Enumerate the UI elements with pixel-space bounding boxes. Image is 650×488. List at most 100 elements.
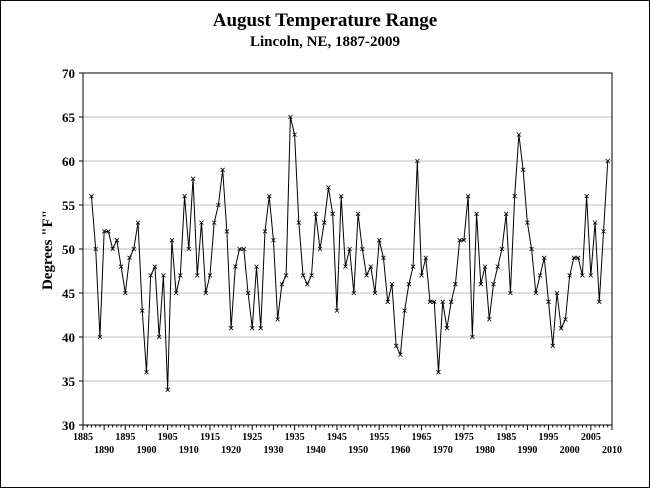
- data-point: [588, 273, 594, 278]
- data-point: [118, 264, 124, 269]
- x-tick-label-lower: 1930: [263, 445, 283, 456]
- data-point: [453, 281, 458, 287]
- data-point: [203, 290, 209, 296]
- data-point: [580, 273, 585, 278]
- data-point: [381, 255, 386, 261]
- data-point: [131, 246, 137, 252]
- data-point: [262, 229, 268, 234]
- x-tick-label-lower: 2000: [560, 445, 580, 456]
- x-tick-label-lower: 1960: [390, 445, 410, 456]
- chart-title: August Temperature Range: [213, 10, 438, 31]
- y-tick-label: 35: [62, 374, 76, 389]
- data-point: [249, 325, 255, 331]
- data-point: [355, 211, 361, 217]
- data-point: [93, 246, 98, 252]
- y-axis-label: Degrees "F": [40, 210, 56, 290]
- y-tick-label: 45: [62, 286, 76, 301]
- y-tick-label: 65: [62, 110, 76, 125]
- data-point: [558, 325, 564, 331]
- data-point: [444, 325, 450, 331]
- data-point: [207, 273, 213, 278]
- data-point: [313, 211, 319, 217]
- data-point: [114, 237, 120, 243]
- data-point: [575, 255, 581, 261]
- data-point: [190, 176, 196, 181]
- data-point: [186, 246, 192, 252]
- data-point: [123, 290, 128, 296]
- data-point: [317, 246, 323, 252]
- data-point: [571, 255, 577, 261]
- data-point: [385, 299, 390, 305]
- data-point: [491, 281, 496, 287]
- x-tick-label-upper: 2005: [581, 432, 601, 443]
- data-point: [503, 211, 509, 217]
- data-point: [465, 193, 471, 199]
- plot-border: [82, 72, 613, 426]
- data-point: [546, 299, 551, 305]
- data-point: [165, 387, 170, 393]
- y-tick-label: 55: [62, 198, 76, 213]
- y-tick-label: 40: [62, 330, 75, 345]
- chart-subtitle: Lincoln, NE, 1887-2009: [250, 34, 400, 50]
- data-point: [427, 299, 433, 305]
- data-point: [266, 193, 272, 199]
- data-point: [135, 220, 141, 225]
- data-point: [516, 132, 522, 137]
- series-line: [90, 116, 609, 390]
- x-tick-label-upper: 1925: [242, 432, 262, 443]
- data-point: [406, 281, 412, 287]
- data-point: [533, 290, 539, 296]
- data-point: [495, 264, 501, 269]
- data-point: [161, 273, 166, 278]
- data-point: [567, 273, 572, 278]
- data-point: [338, 193, 344, 199]
- data-point: [101, 229, 107, 234]
- x-tick-label-lower: 1890: [94, 445, 114, 456]
- x-tick-label-lower: 2010: [602, 445, 622, 456]
- x-tick-label-lower: 1940: [306, 445, 326, 456]
- data-point: [199, 220, 204, 225]
- data-point: [364, 273, 369, 278]
- x-tick-label-upper: 1945: [327, 432, 347, 443]
- x-tick-label-upper: 1975: [454, 432, 474, 443]
- data-point: [525, 220, 530, 225]
- data-point: [457, 237, 462, 243]
- data-point: [597, 299, 602, 305]
- x-tick-label-lower: 1950: [348, 445, 368, 456]
- data-point: [173, 290, 179, 296]
- data-point: [461, 237, 467, 243]
- x-tick-label-lower: 1910: [179, 445, 199, 456]
- data-point: [334, 308, 340, 313]
- data-point: [156, 334, 162, 340]
- data-point: [372, 290, 378, 296]
- data-point: [529, 246, 534, 252]
- data-point: [279, 281, 285, 287]
- data-point: [410, 264, 416, 269]
- x-tick-label-upper: 1915: [200, 432, 220, 443]
- data-point: [330, 211, 335, 217]
- data-point: [292, 132, 297, 137]
- data-point: [309, 273, 314, 278]
- data-point: [368, 264, 374, 269]
- data-point: [554, 290, 560, 296]
- data-point: [89, 193, 94, 199]
- data-point: [178, 273, 183, 278]
- data-point: [448, 299, 454, 305]
- data-point: [423, 255, 429, 261]
- data-point: [228, 325, 234, 331]
- x-tick-label-lower: 1900: [136, 445, 156, 456]
- data-point: [376, 237, 382, 243]
- data-point: [127, 255, 132, 261]
- x-tick-label-upper: 1985: [496, 432, 516, 443]
- x-tick-label-upper: 1955: [369, 432, 389, 443]
- data-point: [486, 317, 492, 322]
- data-point: [144, 369, 149, 375]
- data-point: [347, 246, 352, 252]
- data-point: [148, 273, 153, 278]
- data-point: [419, 273, 424, 278]
- y-tick-label: 60: [62, 154, 75, 169]
- x-tick-label-lower: 1970: [433, 445, 453, 456]
- data-point: [512, 193, 517, 199]
- x-tick-label-lower: 1920: [221, 445, 241, 456]
